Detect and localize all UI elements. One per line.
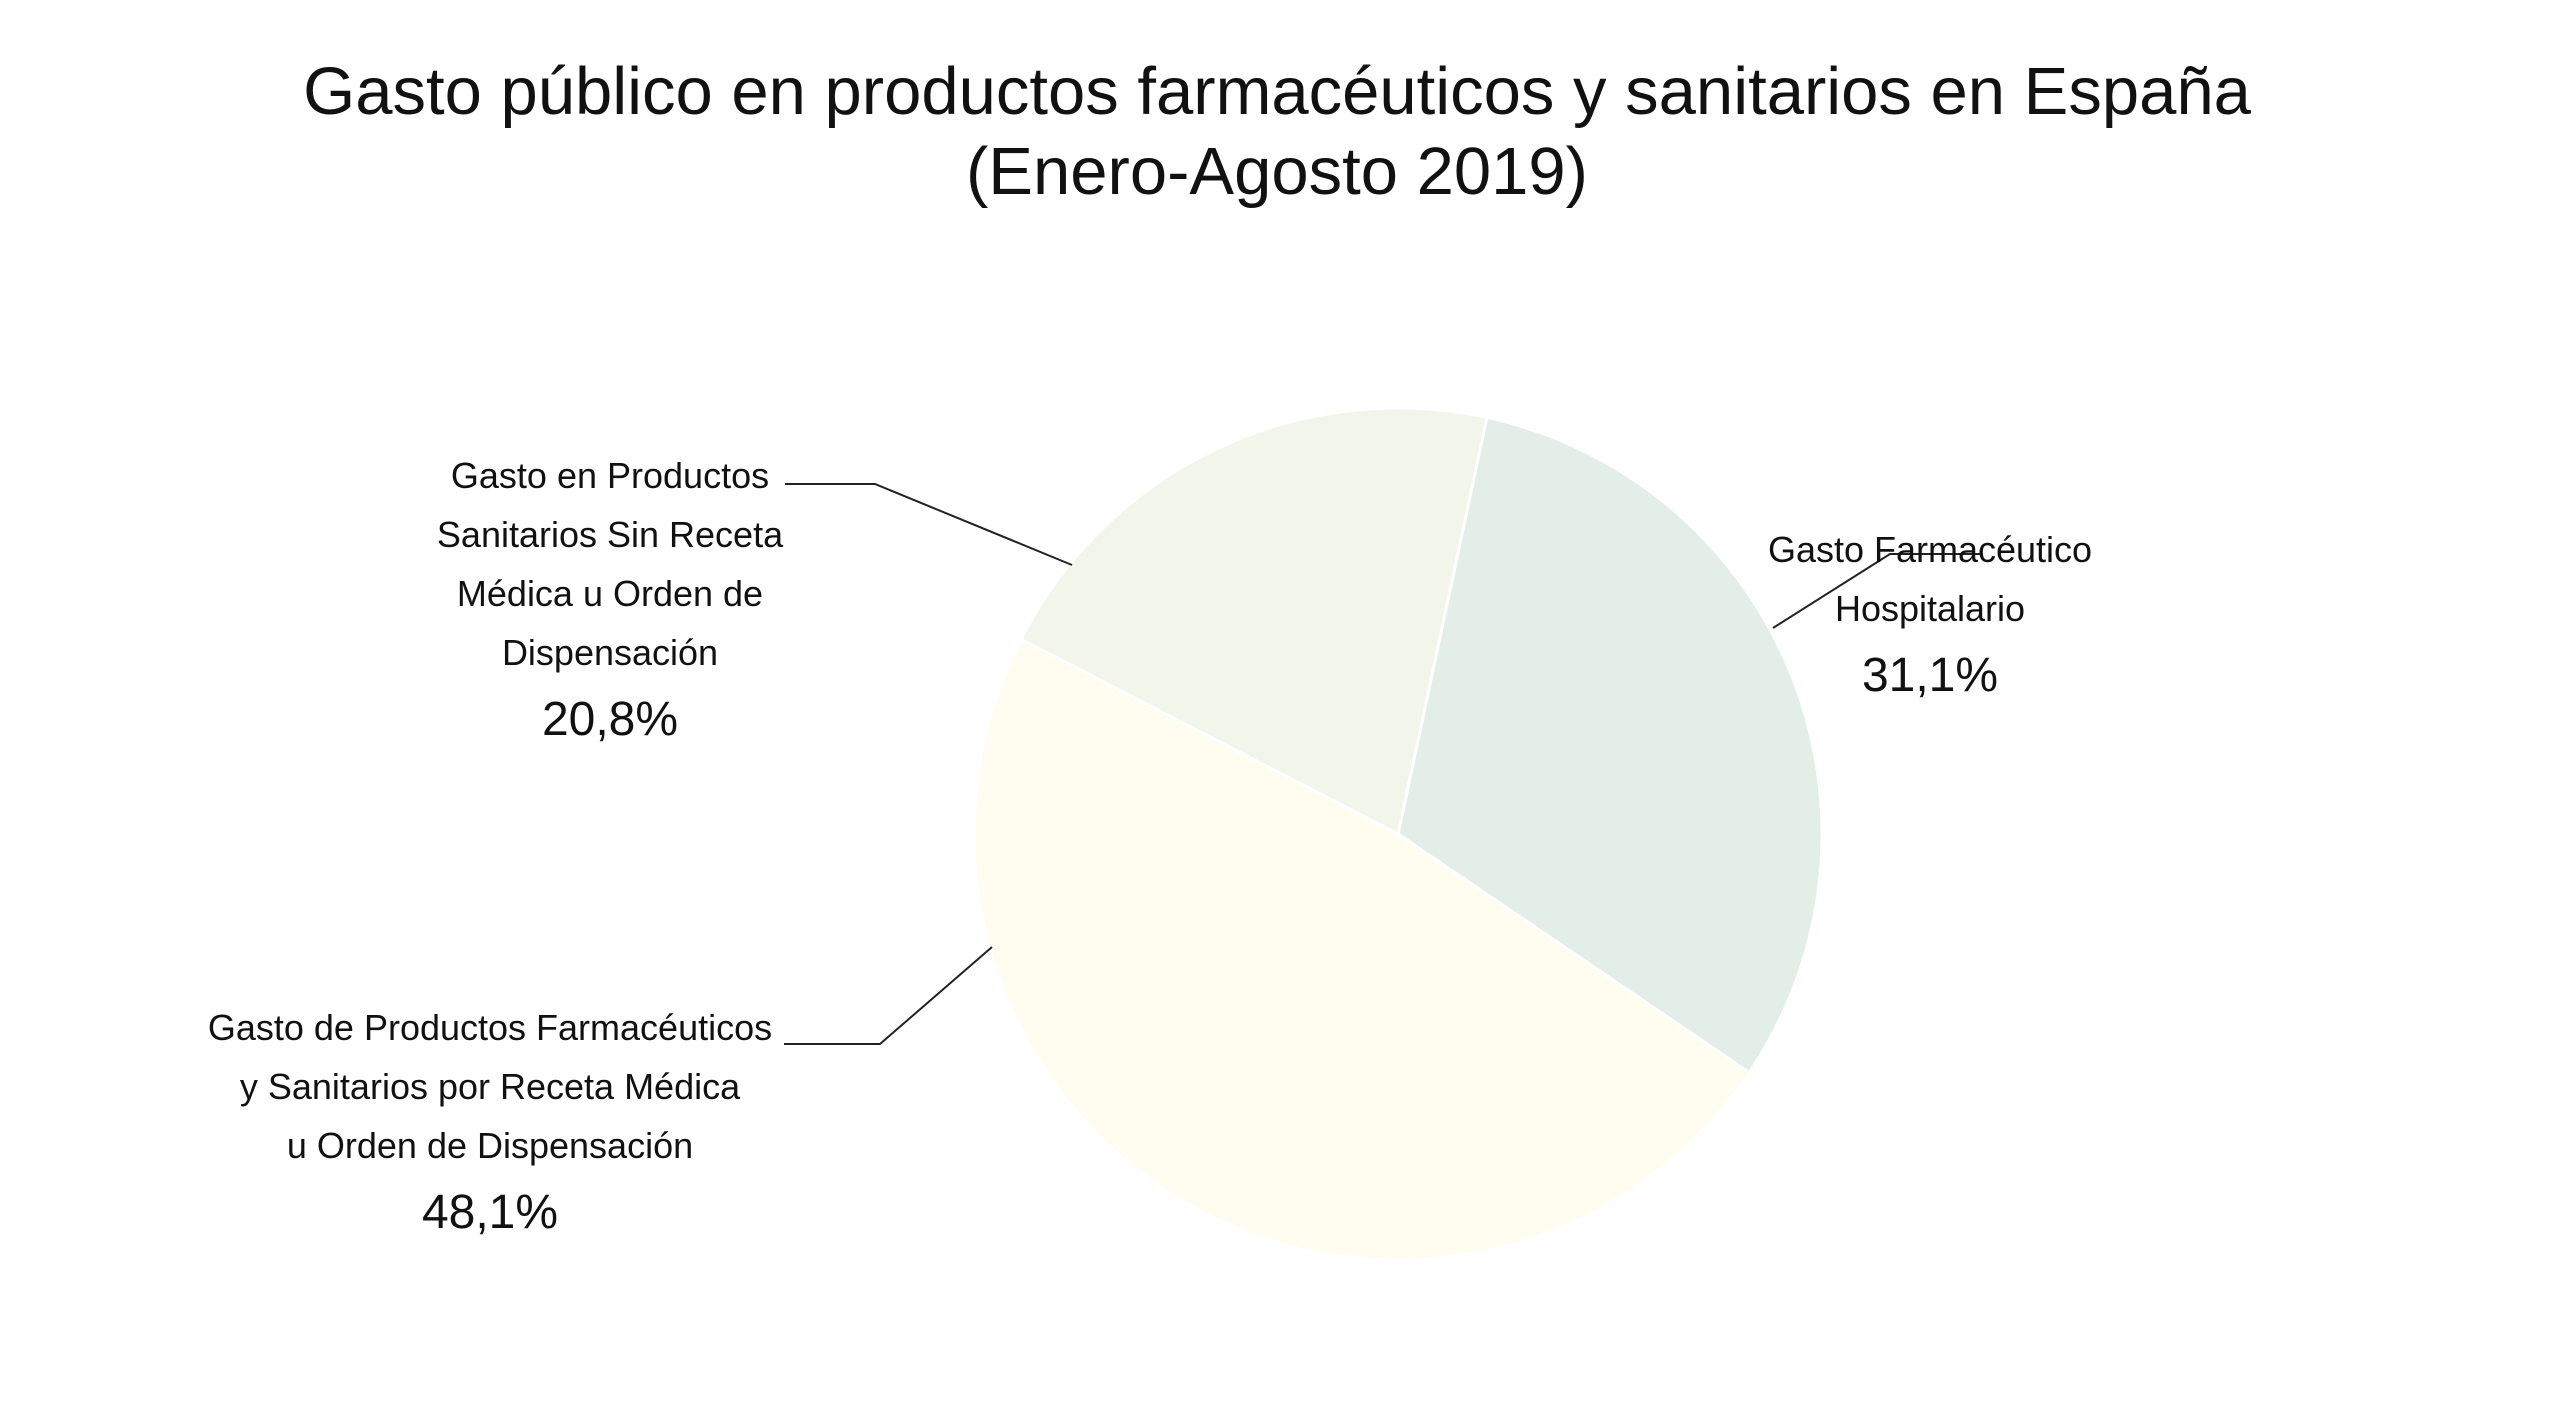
slice-name-line: Médica u Orden de [456,573,764,614]
slice-name-line: Gasto en Productos [450,455,770,496]
leader-line-sin-receta [785,483,1073,566]
slice-name-line: u Orden de Dispensación [286,1125,694,1166]
slice-name-line: Gasto Farmacéutico [1767,529,2093,570]
leader-line-hospital [1772,553,1982,629]
slice-name-hospital: Gasto Farmacéutico Hospitalario [1705,520,2155,638]
slice-value-sin-receta: 20,8% [541,693,679,746]
leader-lines [784,483,1982,1045]
slice-name-line: Sanitarios Sin Receta [436,514,784,555]
slice-name-line: Dispensación [501,632,719,673]
slice-value-hospital: 31,1% [1861,649,1999,702]
pie-slice-receta [972,637,1752,1262]
pie-slice-sin-receta [1018,406,1489,837]
slice-label-hospital: Gasto Farmacéutico Hospitalario 31,1% [1705,520,2155,706]
chart-title: Gasto público en productos farmacéuticos… [0,52,2554,212]
slice-name-line: Gasto de Productos Farmacéuticos [207,1007,773,1048]
slice-label-receta: Gasto de Productos Farmacéuticos y Sanit… [110,998,870,1243]
pie-slice-hospital [1396,415,1824,1075]
slice-value-receta: 48,1% [421,1186,559,1239]
slice-label-sin-receta: Gasto en Productos Sanitarios Sin Receta… [350,446,870,750]
chart-subtitle: (Enero-Agosto 2019) [966,134,1588,209]
pie-slices [972,406,1824,1262]
slice-name-line: Hospitalario [1834,588,2026,629]
chart-title-main: Gasto público en productos farmacéuticos… [303,54,2251,129]
slice-name-receta: Gasto de Productos Farmacéuticos y Sanit… [110,998,870,1175]
leader-line-receta [784,946,993,1045]
slice-name-sin-receta: Gasto en Productos Sanitarios Sin Receta… [350,446,870,682]
slice-name-line: y Sanitarios por Receta Médica [239,1066,741,1107]
